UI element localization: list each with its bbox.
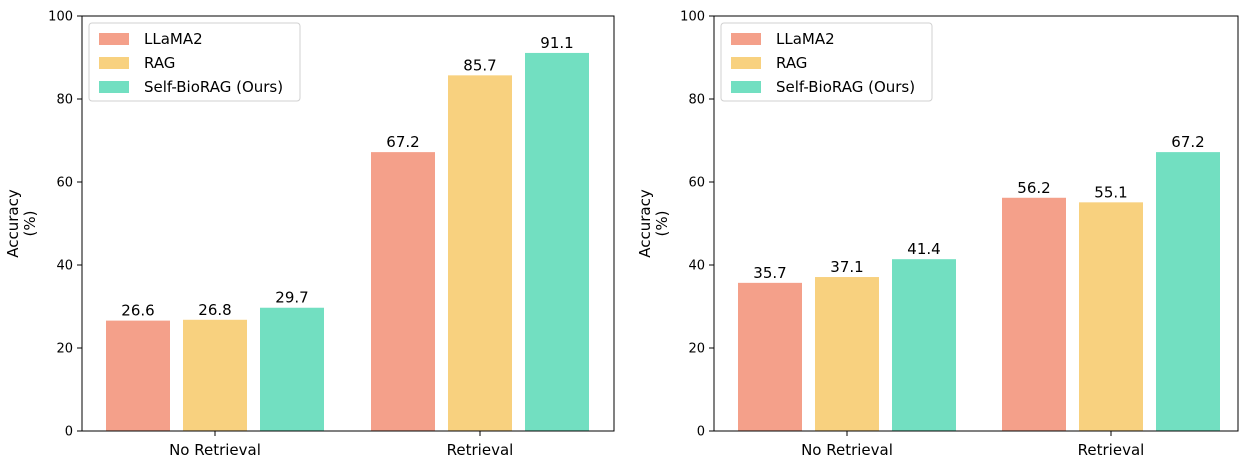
- y-tick-label: 0: [65, 425, 73, 440]
- y-tick-label: 80: [56, 93, 73, 108]
- data-label: 91.1: [540, 34, 573, 52]
- y-tick-label: 60: [56, 176, 73, 191]
- y-tick-label: 40: [56, 259, 73, 274]
- bar-self-biorag-ours--1: [260, 307, 324, 431]
- legend-label: RAG: [776, 54, 807, 72]
- data-label: 37.1: [830, 258, 863, 276]
- legend-box: [88, 22, 301, 102]
- chart-panel-2: 35.7 56.2 37.1 55.1 41.4 67.2 0 20 40 60 80 100 No R…: [636, 10, 1239, 459]
- data-label: 85.7: [463, 56, 496, 74]
- data-label: 26.6: [121, 302, 154, 320]
- y-tick-label: 60: [688, 176, 705, 191]
- x-tick-label: No Retrieval: [169, 441, 261, 459]
- data-label: 67.2: [1171, 133, 1204, 151]
- x-tick-label: Retrieval: [447, 441, 514, 459]
- bar-llama2-1: [738, 282, 802, 431]
- data-label: 56.2: [1017, 179, 1050, 197]
- bar-self-biorag-ours--1: [892, 259, 956, 431]
- bar-rag-2: [448, 75, 512, 431]
- legend-swatch: [731, 33, 761, 45]
- y-tick-label: 80: [688, 93, 705, 108]
- legend-label: RAG: [144, 54, 175, 72]
- bar-llama2-2: [371, 152, 435, 431]
- legend: LLaMA2 RAG Self-BioRAG (Ours): [88, 22, 301, 102]
- legend-swatch: [99, 57, 129, 69]
- x-tick-label: Retrieval: [1078, 441, 1145, 459]
- y-tick-label: 20: [56, 342, 73, 357]
- y-tick-label: 20: [688, 342, 705, 357]
- legend-swatch: [731, 81, 761, 93]
- data-label: 29.7: [275, 289, 308, 307]
- legend-label: Self-BioRAG (Ours): [144, 78, 283, 96]
- y-axis-label: (%): [653, 211, 671, 237]
- data-label: 55.1: [1094, 183, 1127, 201]
- data-label: 35.7: [753, 264, 786, 282]
- bar-self-biorag-ours--2: [525, 52, 589, 432]
- legend-label: Self-BioRAG (Ours): [776, 78, 915, 96]
- bar-llama2-1: [106, 320, 170, 431]
- y-axis-label: Accuracy: [636, 189, 654, 258]
- bar-llama2-2: [1002, 197, 1066, 431]
- legend: LLaMA2 RAG Self-BioRAG (Ours): [720, 22, 933, 102]
- chart-panel-1: 26.6 67.2 26.8 85.7 29.7 91.1 0 20 40 60 80 100 No R…: [4, 10, 615, 459]
- legend-label: LLaMA2: [776, 30, 835, 48]
- y-tick-label: 40: [688, 259, 705, 274]
- y-axis-label: (%): [21, 211, 39, 237]
- y-axis-label: Accuracy: [4, 189, 22, 258]
- bar-rag-1: [183, 319, 247, 431]
- legend-swatch: [731, 57, 761, 69]
- legend-box: [720, 22, 933, 102]
- bar-rag-1: [815, 277, 879, 431]
- y-tick-label: 100: [48, 10, 73, 25]
- legend-swatch: [99, 33, 129, 45]
- plot-frame: [81, 15, 615, 432]
- legend-label: LLaMA2: [144, 30, 203, 48]
- plot-frame: [713, 15, 1239, 432]
- bar-self-biorag-ours--2: [1156, 152, 1220, 431]
- legend-swatch: [99, 81, 129, 93]
- bar-rag-2: [1079, 202, 1143, 431]
- x-tick-label: No Retrieval: [801, 441, 893, 459]
- data-label: 41.4: [907, 240, 940, 258]
- y-tick-label: 100: [680, 10, 705, 25]
- y-tick-label: 0: [697, 425, 705, 440]
- data-label: 26.8: [198, 301, 231, 319]
- data-label: 67.2: [386, 133, 419, 151]
